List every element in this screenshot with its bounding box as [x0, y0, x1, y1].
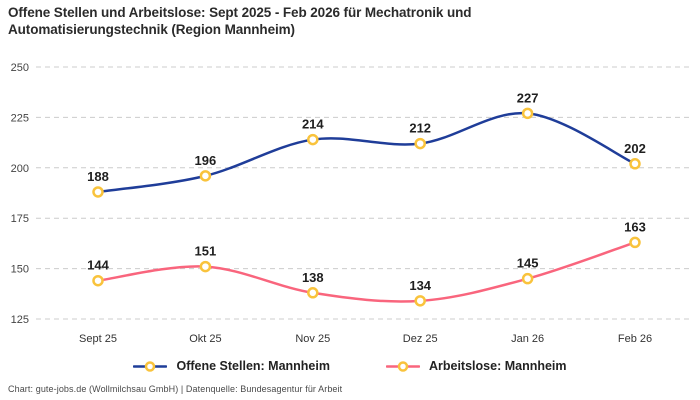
data-point-marker [414, 295, 426, 307]
legend-swatch-icon [385, 360, 420, 372]
x-tick-label: Sept 25 [79, 333, 117, 345]
y-axis-tick-labels: 250 225 200 175 150 125 [11, 62, 29, 326]
y-tick-label: 250 [11, 62, 29, 74]
data-point-label: 138 [302, 270, 324, 285]
chart-legend: Offene Stellen: Mannheim Arbeitslose: Man… [0, 354, 700, 378]
data-point-label: 227 [517, 90, 539, 105]
series-line [96, 241, 637, 303]
x-tick-label: Nov 25 [295, 333, 330, 345]
data-point-marker [199, 170, 212, 182]
data-point-label: 144 [87, 258, 109, 273]
gridlines [36, 66, 692, 320]
data-point-marker [414, 137, 426, 150]
data-point-label: 145 [517, 256, 539, 271]
chart-footer-credit: Chart: gute-jobs.de (Wollmilchsau GmbH) … [8, 384, 343, 394]
y-tick-label: 200 [11, 163, 29, 175]
data-point-marker [92, 274, 104, 287]
data-point-label: 212 [409, 121, 431, 136]
legend-swatch-icon [133, 360, 168, 372]
data-point-marker [307, 287, 319, 299]
line-chart-plot: 250 225 200 175 150 125 Sept 25 Okt 25 Nov 25 Dez… [11, 62, 692, 345]
data-point-label: 151 [195, 244, 217, 259]
series-line [96, 111, 637, 194]
chart-title: Offene Stellen und Arbeitslose: Sept 202… [8, 5, 472, 37]
legend-item-2: Arbeitslose: Mannheim [385, 359, 567, 373]
legend-marker [397, 360, 409, 372]
data-point-marker [629, 236, 641, 249]
legend-item-label: Arbeitslose: Mannheim [428, 359, 567, 373]
y-tick-label: 150 [11, 264, 29, 276]
data-point-label: 214 [302, 117, 324, 132]
y-tick-label: 175 [11, 213, 29, 225]
data-point-label: 163 [624, 219, 646, 234]
legend-item-label: Offene Stellen: Mannheim [176, 359, 330, 373]
series-2: 144 151 138 134 145 163 [87, 219, 646, 307]
x-tick-label: Feb 26 [618, 333, 652, 345]
data-point-label: 134 [409, 278, 431, 293]
x-axis-tick-labels: Sept 25 Okt 25 Nov 25 Dez 25 Jan 26 Feb 26 [79, 333, 652, 345]
data-point-marker [199, 260, 212, 273]
series-1: 188 196 214 212 227 202 [87, 90, 646, 198]
legend-marker [145, 360, 156, 372]
data-point-label: 196 [195, 153, 217, 168]
legend-item-1: Offene Stellen: Mannheim [133, 359, 330, 373]
x-tick-label: Jan 26 [511, 333, 544, 345]
data-point-marker [307, 133, 319, 146]
y-tick-label: 125 [11, 314, 29, 326]
x-tick-label: Okt 25 [189, 333, 221, 345]
data-point-marker [521, 107, 534, 120]
data-point-label: 188 [87, 169, 109, 184]
data-point-label: 202 [624, 141, 646, 156]
data-point-marker [521, 272, 534, 285]
y-tick-label: 225 [11, 112, 29, 124]
data-point-marker [92, 186, 104, 198]
data-point-marker [629, 158, 641, 170]
x-tick-label: Dez 25 [403, 333, 438, 345]
